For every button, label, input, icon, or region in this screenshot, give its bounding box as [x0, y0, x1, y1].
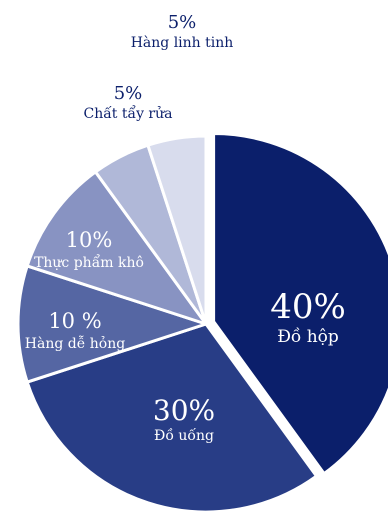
slice-category-label: Chất tẩy rửa	[83, 104, 172, 122]
pie-slice	[25, 170, 208, 326]
slice-value-label: 10%	[66, 228, 113, 252]
slice-value-label: 5%	[114, 83, 143, 104]
slice-value-label: 30%	[153, 394, 215, 427]
pie-slice	[146, 134, 208, 326]
pie-slice	[16, 264, 208, 384]
slice-category-label: Đồ hộp	[277, 327, 339, 347]
pie-slice	[25, 322, 319, 514]
slice-value-label: 5%	[168, 12, 197, 33]
slice-category-label: Hàng dễ hỏng	[25, 335, 125, 352]
pie-slices	[16, 132, 388, 514]
pie-labels: 40%Đồ hộp 30%Đồ uống 10 % Hàng dễ hỏng 10%Th…	[25, 12, 346, 444]
slice-category-label: Đồ uống	[154, 427, 214, 444]
slice-category-label: Hàng linh tinh	[131, 34, 234, 51]
slice-category-label: Thực phẩm khô	[34, 253, 144, 271]
slice-value-label: 10 %	[48, 309, 101, 333]
pie-slice	[212, 132, 388, 476]
slice-value-label: 40%	[270, 287, 346, 327]
